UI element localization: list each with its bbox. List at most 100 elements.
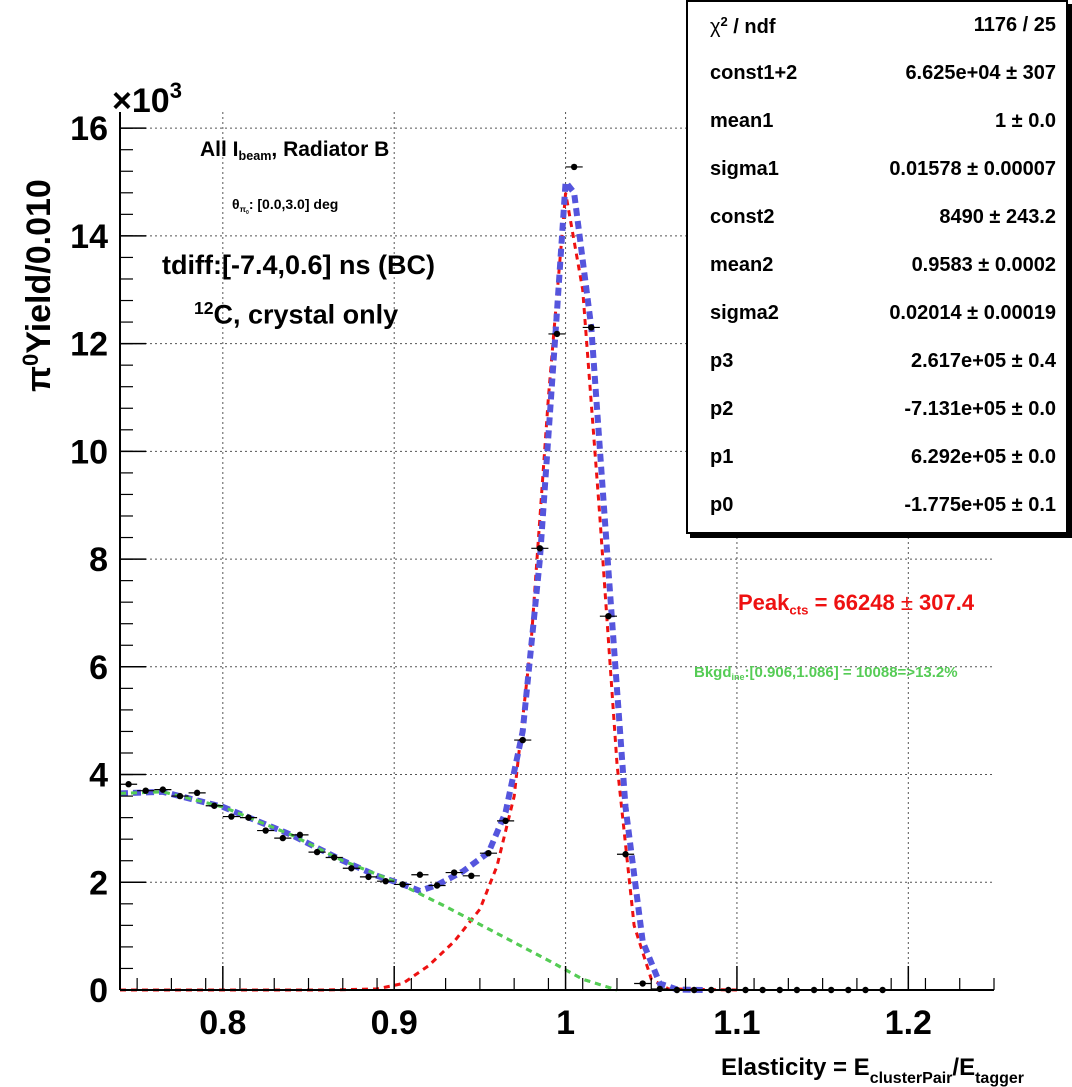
stats-value: -1.775e+05 ± 0.1 [904,494,1056,516]
stats-value: 1176 / 25 [973,14,1056,36]
data-point-marker [296,831,304,839]
stats-key: χ2 / ndf [710,14,776,38]
stats-key: sigma1 [710,158,779,180]
stats-row-chi2: χ2 / ndf 1176 / 25 [688,2,1066,50]
data-point [257,827,275,834]
data-point-marker [536,545,544,552]
data-point [462,872,480,880]
stats-row: mean2 0.9583 ± 0.0002 [688,242,1066,290]
y-axis-label-text: Yield/0.010 [20,179,58,354]
stats-value: 1 ± 0.0 [994,110,1056,132]
stats-key: sigma2 [710,302,779,324]
x-tick-label: 0.8 [199,1004,246,1042]
data-point [634,980,652,987]
data-point-marker [313,848,321,856]
data-point [291,831,309,839]
stats-value: 2.617e+05 ± 0.4 [911,350,1056,372]
data-point [171,792,189,800]
y-tick-label: 4 [89,757,108,795]
signal-fit-curve [120,192,737,992]
data-point-marker [159,786,167,793]
stats-key: p2 [710,398,734,420]
data-point-marker [348,865,355,872]
data-point-marker [553,330,561,338]
data-point [428,882,446,889]
stats-row: const1+2 6.625e+04 ± 307 [688,50,1066,98]
x-tick-label: 1.2 [885,1004,932,1042]
y-tick-label: 2 [89,864,108,902]
data-point-marker [485,849,492,857]
data-point-marker [468,872,475,880]
data-point-marker [245,814,252,821]
y-axis-label-sup: 0 [18,354,43,366]
data-point [239,814,258,821]
data-point-marker [399,881,406,888]
stats-row: p1 6.292e+05 ± 0.0 [688,434,1066,482]
data-point-marker [622,851,629,858]
data-point [394,881,412,888]
data-point-marker [605,612,612,620]
stats-row: mean1 1 ± 0.0 [688,98,1066,146]
y-multiplier: ×103 [112,78,182,120]
x-axis: 0.8 0.9 1 1.1 1.2 [136,966,995,1042]
data-point [154,786,172,793]
data-point-marker [433,882,441,889]
data-point [342,865,360,872]
data-point-marker [279,834,287,842]
y-tick-label: 10 [70,433,108,471]
x-tick-label: 1.1 [713,1004,760,1042]
stats-value: -7.131e+05 ± 0.0 [904,398,1056,420]
data-point [137,787,155,794]
data-point-marker [588,324,595,331]
data-point [308,848,326,856]
background-fit-curve [119,790,618,992]
stats-key: p3 [710,350,734,372]
data-point [497,817,515,825]
y-axis: 0 2 4 6 8 10 12 14 16 [70,110,146,1010]
plot-frame [119,112,994,991]
y-axis-label: π0Yield/0.010 [18,179,58,392]
data-point [531,545,549,552]
data-point-marker [382,877,389,885]
stats-key: p1 [710,446,734,468]
stats-value: 8490 ± 243.2 [939,206,1056,228]
stats-row: p2 -7.131e+05 ± 0.0 [688,386,1066,434]
x-axis-label-mid: /E [952,1054,975,1081]
stats-row: sigma2 0.02014 ± 0.00019 [688,290,1066,338]
data-point [651,985,669,993]
stats-key: p0 [710,494,734,516]
data-point-marker [176,792,184,800]
data-point [479,849,498,857]
data-point-marker [193,789,201,797]
x-axis-label-sub1: clusterPair [870,1070,953,1087]
data-point [222,813,240,820]
data-point-marker [519,736,526,744]
annotation-bkgd: Bkgdine:[0.906,1.086] = 10088=>13.2% [694,664,958,682]
data-point [325,854,343,861]
y-tick-label: 8 [89,541,108,579]
data-point [120,781,138,788]
stats-value: 6.292e+05 ± 0.0 [911,446,1056,468]
stats-row: const2 8490 ± 243.2 [688,194,1066,242]
y-tick-label: 0 [89,972,108,1010]
data-point [565,163,583,171]
data-point [514,736,532,744]
data-point [359,873,378,881]
y-tick-label: 12 [70,326,108,364]
data-point-marker [639,980,646,987]
x-axis-label: Elasticity = EclusterPair/Etagger [721,1054,1024,1087]
data-point [188,789,206,797]
data-point-marker [450,869,458,876]
data-point [599,612,617,620]
data-point [582,324,600,331]
stats-row: p3 2.617e+05 ± 0.4 [688,338,1066,386]
background-fit-curve-overlay [119,790,618,992]
stats-key: mean1 [710,110,774,132]
data-point-marker [570,163,578,171]
x-tick-label: 0.9 [371,1004,418,1042]
y-tick-label: 14 [70,218,108,256]
x-tick-label: 1 [556,1004,575,1042]
data-point [205,802,223,809]
x-axis-label-sub2: tagger [975,1070,1024,1087]
